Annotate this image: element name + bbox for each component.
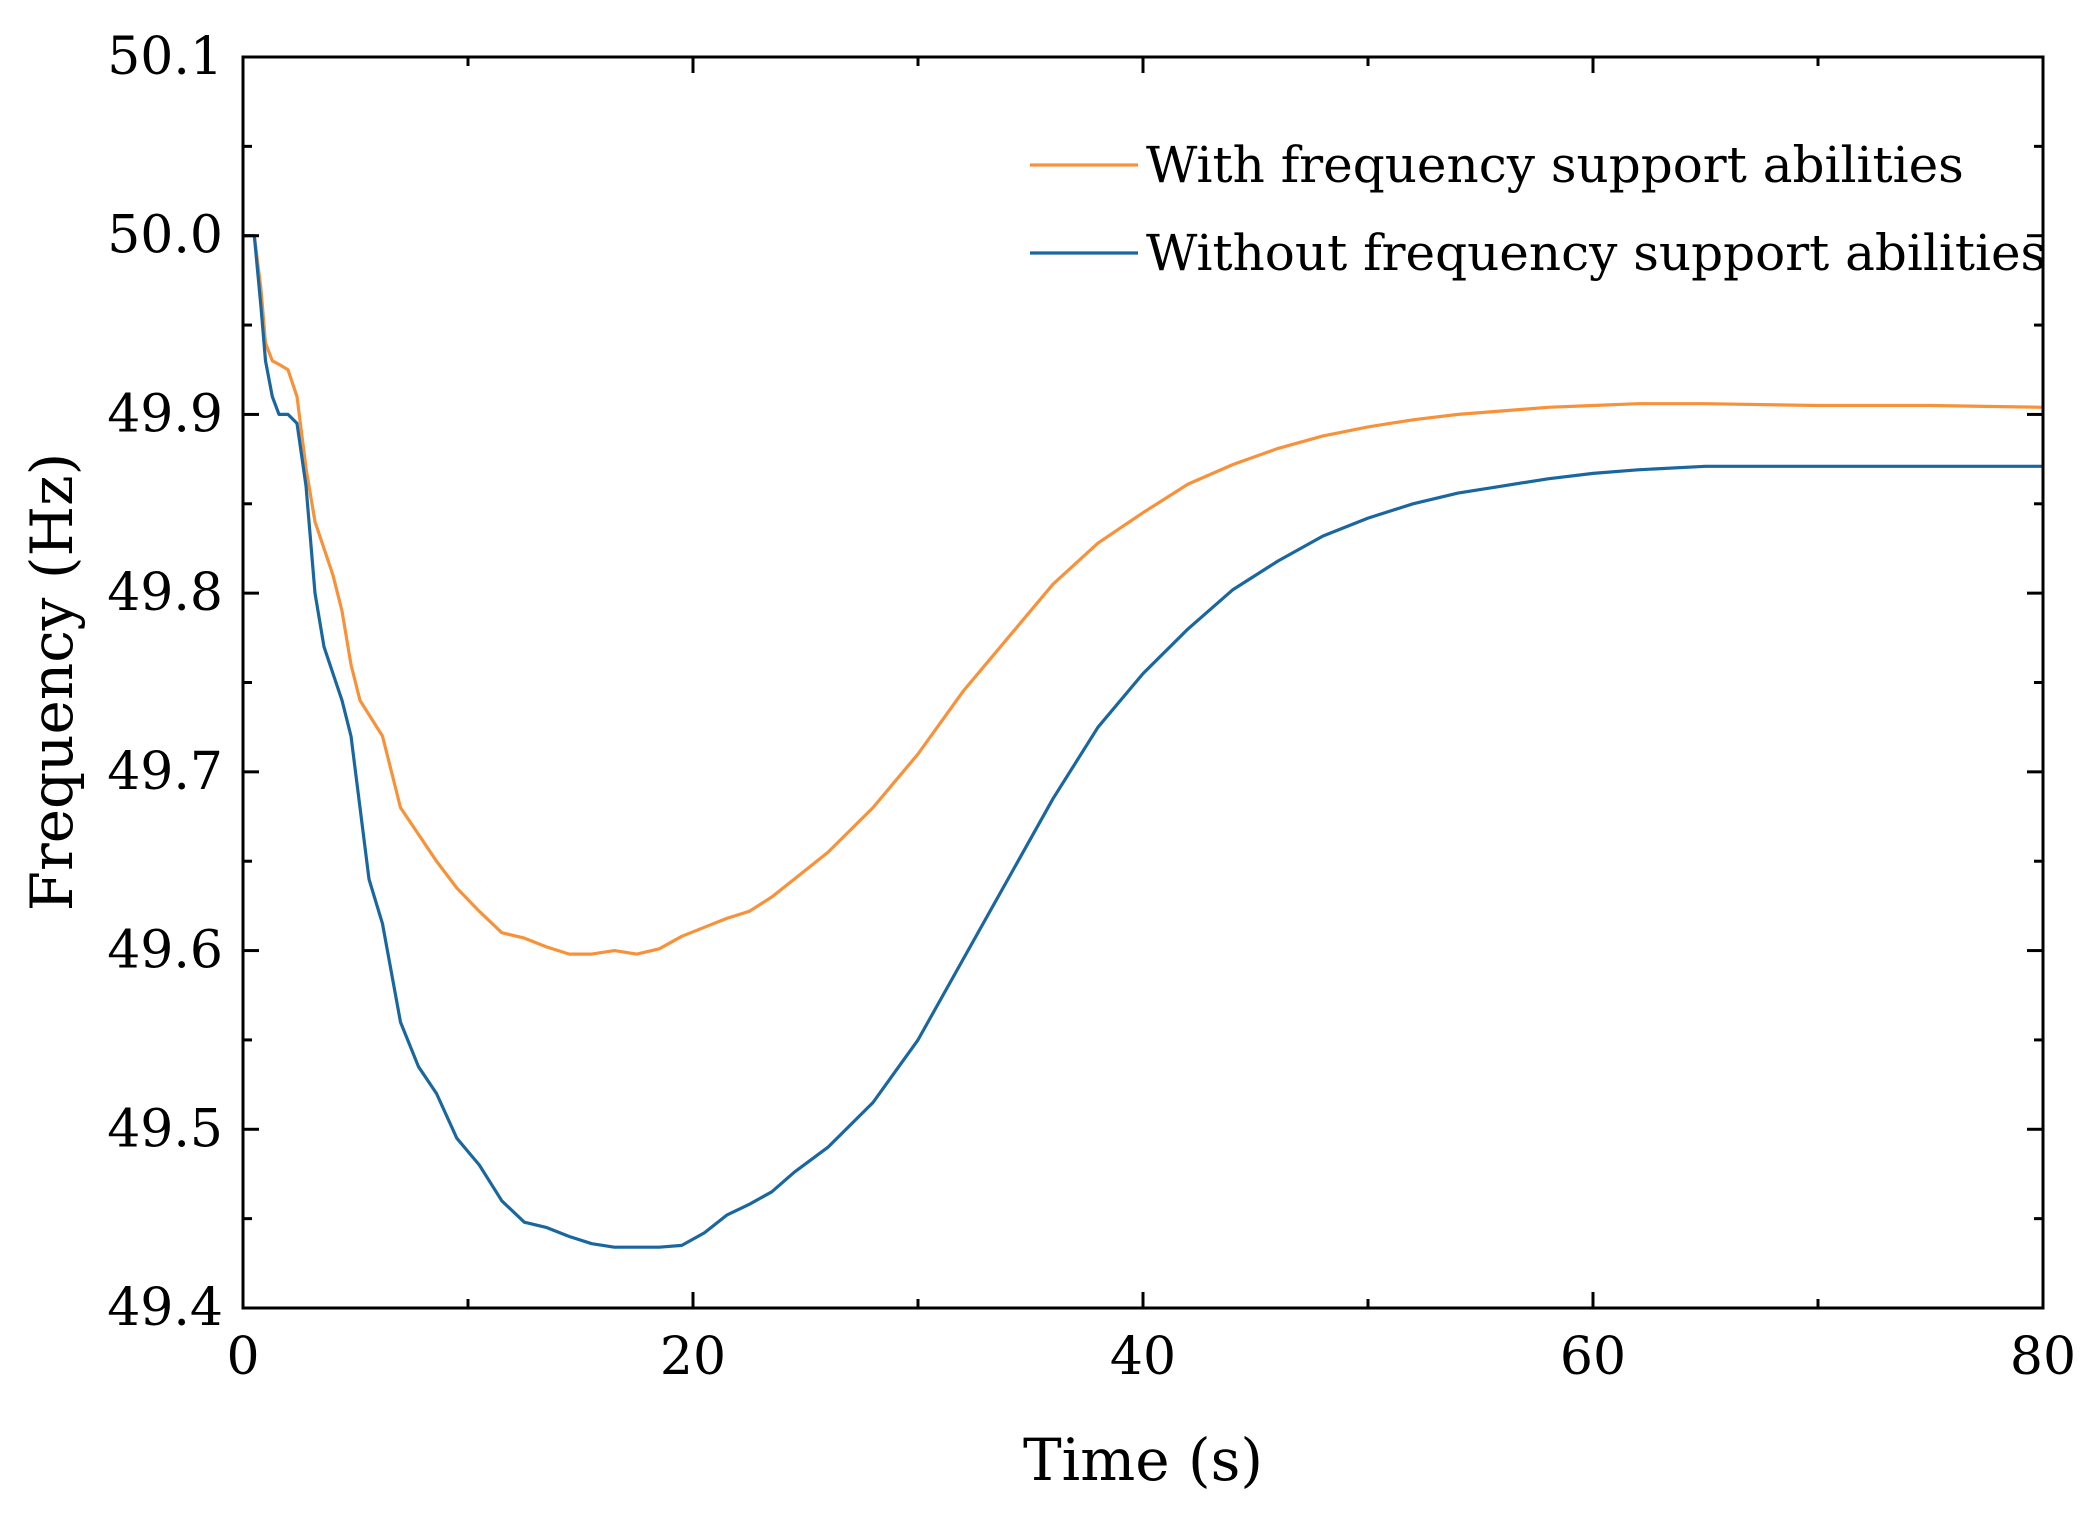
legend-item-with-support: With frequency support abilities — [1030, 136, 1964, 194]
x-tick-label: 20 — [660, 1327, 726, 1387]
x-tick-label: 40 — [1110, 1327, 1176, 1387]
legend-label: Without frequency support abilities — [1146, 224, 2046, 282]
x-tick-label: 60 — [1560, 1327, 1626, 1387]
y-tick-label: 49.8 — [107, 563, 223, 623]
y-tick-label: 49.5 — [107, 1099, 223, 1159]
x-axis-label: Time (s) — [1023, 1426, 1263, 1494]
legend: With frequency support abilities Without … — [1030, 136, 2046, 282]
x-tick-label: 0 — [226, 1327, 259, 1387]
y-tick-label: 49.4 — [107, 1278, 223, 1338]
x-tick-label: 80 — [2010, 1327, 2076, 1387]
series-layer — [243, 234, 2044, 1249]
y-tick-label: 50.0 — [107, 206, 223, 266]
y-tick-label: 49.7 — [107, 742, 223, 802]
y-axis-label: Frequency (Hz) — [18, 453, 86, 912]
series-line-with-support — [243, 234, 2044, 956]
y-tick-label: 49.6 — [107, 921, 223, 981]
legend-label: With frequency support abilities — [1146, 136, 1964, 194]
series-line-without-support — [243, 234, 2043, 1249]
y-tick-label: 50.1 — [107, 27, 223, 87]
y-tick-label: 49.9 — [107, 384, 223, 444]
legend-item-without-support: Without frequency support abilities — [1030, 224, 2046, 282]
tick-layer: 0 20 40 60 80 49.4 49.5 49.6 49.7 49.8 49.9 50.0 50.… — [107, 27, 2076, 1387]
